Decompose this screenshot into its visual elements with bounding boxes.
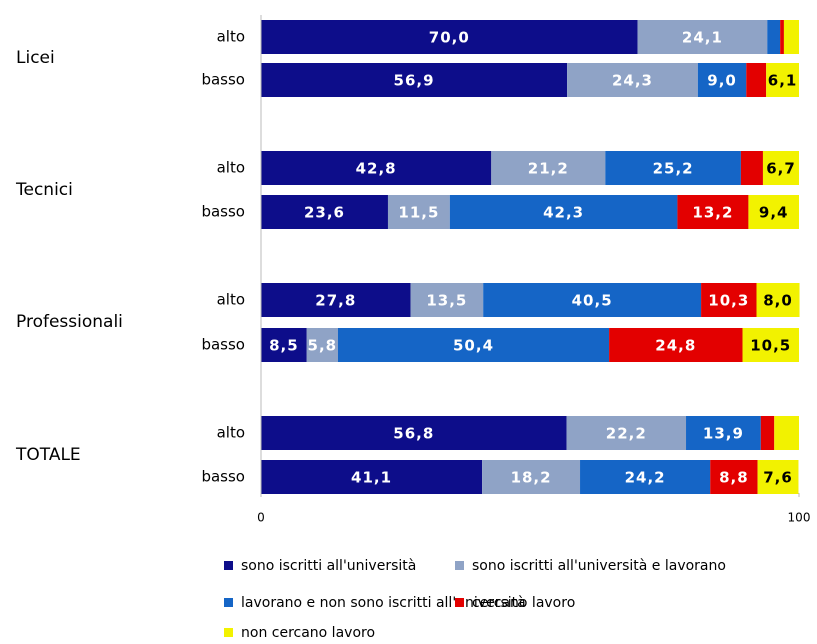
value-label: 27,8 — [315, 292, 356, 310]
value-label: 6,1 — [768, 72, 798, 90]
bar-segment — [483, 283, 702, 317]
legend-swatch — [224, 628, 233, 637]
bar-segment — [567, 63, 698, 97]
value-label: 18,2 — [511, 469, 552, 487]
category-label: basso — [201, 203, 245, 221]
bar-segment — [742, 328, 799, 362]
legend-label: cercano lavoro — [472, 595, 575, 611]
bar-segment — [780, 20, 784, 54]
bar-segment — [491, 151, 606, 185]
bar-segment — [686, 416, 761, 450]
value-label: 40,5 — [572, 292, 613, 310]
value-label: 13,5 — [426, 292, 467, 310]
category-label: basso — [201, 336, 245, 354]
value-label: 42,8 — [356, 160, 397, 178]
bar-segment — [337, 328, 610, 362]
bar-segment — [774, 416, 799, 450]
legend-label: non cercano lavoro — [241, 625, 375, 641]
value-label: 10,5 — [750, 337, 791, 355]
bar-segment — [767, 20, 781, 54]
legend-label: sono iscritti all'università — [241, 558, 416, 574]
legend-label: lavorano e non sono iscritti all'univers… — [241, 595, 526, 611]
bar-segment — [261, 20, 638, 54]
bar-segment — [637, 20, 768, 54]
bar-segment — [306, 328, 338, 362]
value-label: 8,5 — [269, 337, 299, 355]
legend-swatch — [224, 561, 233, 570]
bar-segment — [748, 195, 799, 229]
x-tick-label: 100 — [788, 511, 811, 525]
legend-swatch — [224, 598, 233, 607]
value-label: 25,2 — [653, 160, 694, 178]
value-label: 24,3 — [612, 72, 653, 90]
bar-segment — [566, 416, 687, 450]
bar-segment — [710, 460, 758, 494]
value-label: 56,8 — [393, 425, 434, 443]
bar-segment — [482, 460, 581, 494]
bar-segment — [410, 283, 484, 317]
legend-label: sono iscritti all'università e lavorano — [472, 558, 726, 574]
value-label: 41,1 — [351, 469, 392, 487]
bar-segment — [697, 63, 747, 97]
bar-segment — [605, 151, 741, 185]
bar-segment — [740, 151, 763, 185]
category-label: alto — [217, 424, 245, 442]
bar-segment — [261, 63, 568, 97]
bar-segment — [449, 195, 678, 229]
value-label: 70,0 — [429, 29, 470, 47]
bar-segment — [387, 195, 450, 229]
bar-segment — [746, 63, 767, 97]
category-label: basso — [201, 468, 245, 486]
x-tick-label: 0 — [257, 511, 265, 525]
value-label: 10,3 — [708, 292, 749, 310]
group-label: Tecnici — [15, 180, 73, 200]
value-label: 23,6 — [304, 204, 345, 222]
bar-segment — [261, 460, 483, 494]
value-label: 24,1 — [682, 29, 723, 47]
value-label: 13,9 — [703, 425, 744, 443]
value-label: 8,0 — [763, 292, 793, 310]
value-label: 21,2 — [528, 160, 569, 178]
category-label: basso — [201, 71, 245, 89]
bar-segment — [580, 460, 711, 494]
bar-segment — [261, 283, 411, 317]
value-label: 13,2 — [692, 204, 733, 222]
value-label: 7,6 — [763, 469, 793, 487]
value-label: 5,8 — [308, 337, 338, 355]
group-label: Licei — [16, 48, 55, 68]
bar-segment — [609, 328, 743, 362]
bar-segment — [756, 283, 800, 317]
value-label: 42,3 — [543, 204, 584, 222]
value-label: 22,2 — [606, 425, 647, 443]
value-label: 8,8 — [719, 469, 749, 487]
value-label: 6,7 — [766, 160, 796, 178]
bar-segment — [677, 195, 749, 229]
value-label: 24,8 — [655, 337, 696, 355]
group-label: Professionali — [16, 312, 123, 332]
bar-segment — [766, 63, 799, 97]
legend-swatch — [455, 561, 464, 570]
value-label: 56,9 — [394, 72, 435, 90]
legend-swatch — [455, 598, 464, 607]
bar-segment — [757, 460, 799, 494]
bar-segment — [783, 20, 799, 54]
value-label: 11,5 — [398, 204, 439, 222]
category-label: alto — [217, 28, 245, 46]
bar-segment — [261, 416, 567, 450]
value-label: 9,4 — [759, 204, 789, 222]
category-label: alto — [217, 291, 245, 309]
bar-segment — [261, 151, 492, 185]
value-label: 50,4 — [453, 337, 494, 355]
bar-segment — [701, 283, 757, 317]
bar-segment — [760, 416, 775, 450]
bar-segment — [261, 328, 307, 362]
bar-segment — [762, 151, 799, 185]
value-label: 9,0 — [707, 72, 737, 90]
bar-segment — [261, 195, 388, 229]
value-label: 24,2 — [625, 469, 666, 487]
category-label: alto — [217, 159, 245, 177]
group-label: TOTALE — [15, 445, 81, 465]
